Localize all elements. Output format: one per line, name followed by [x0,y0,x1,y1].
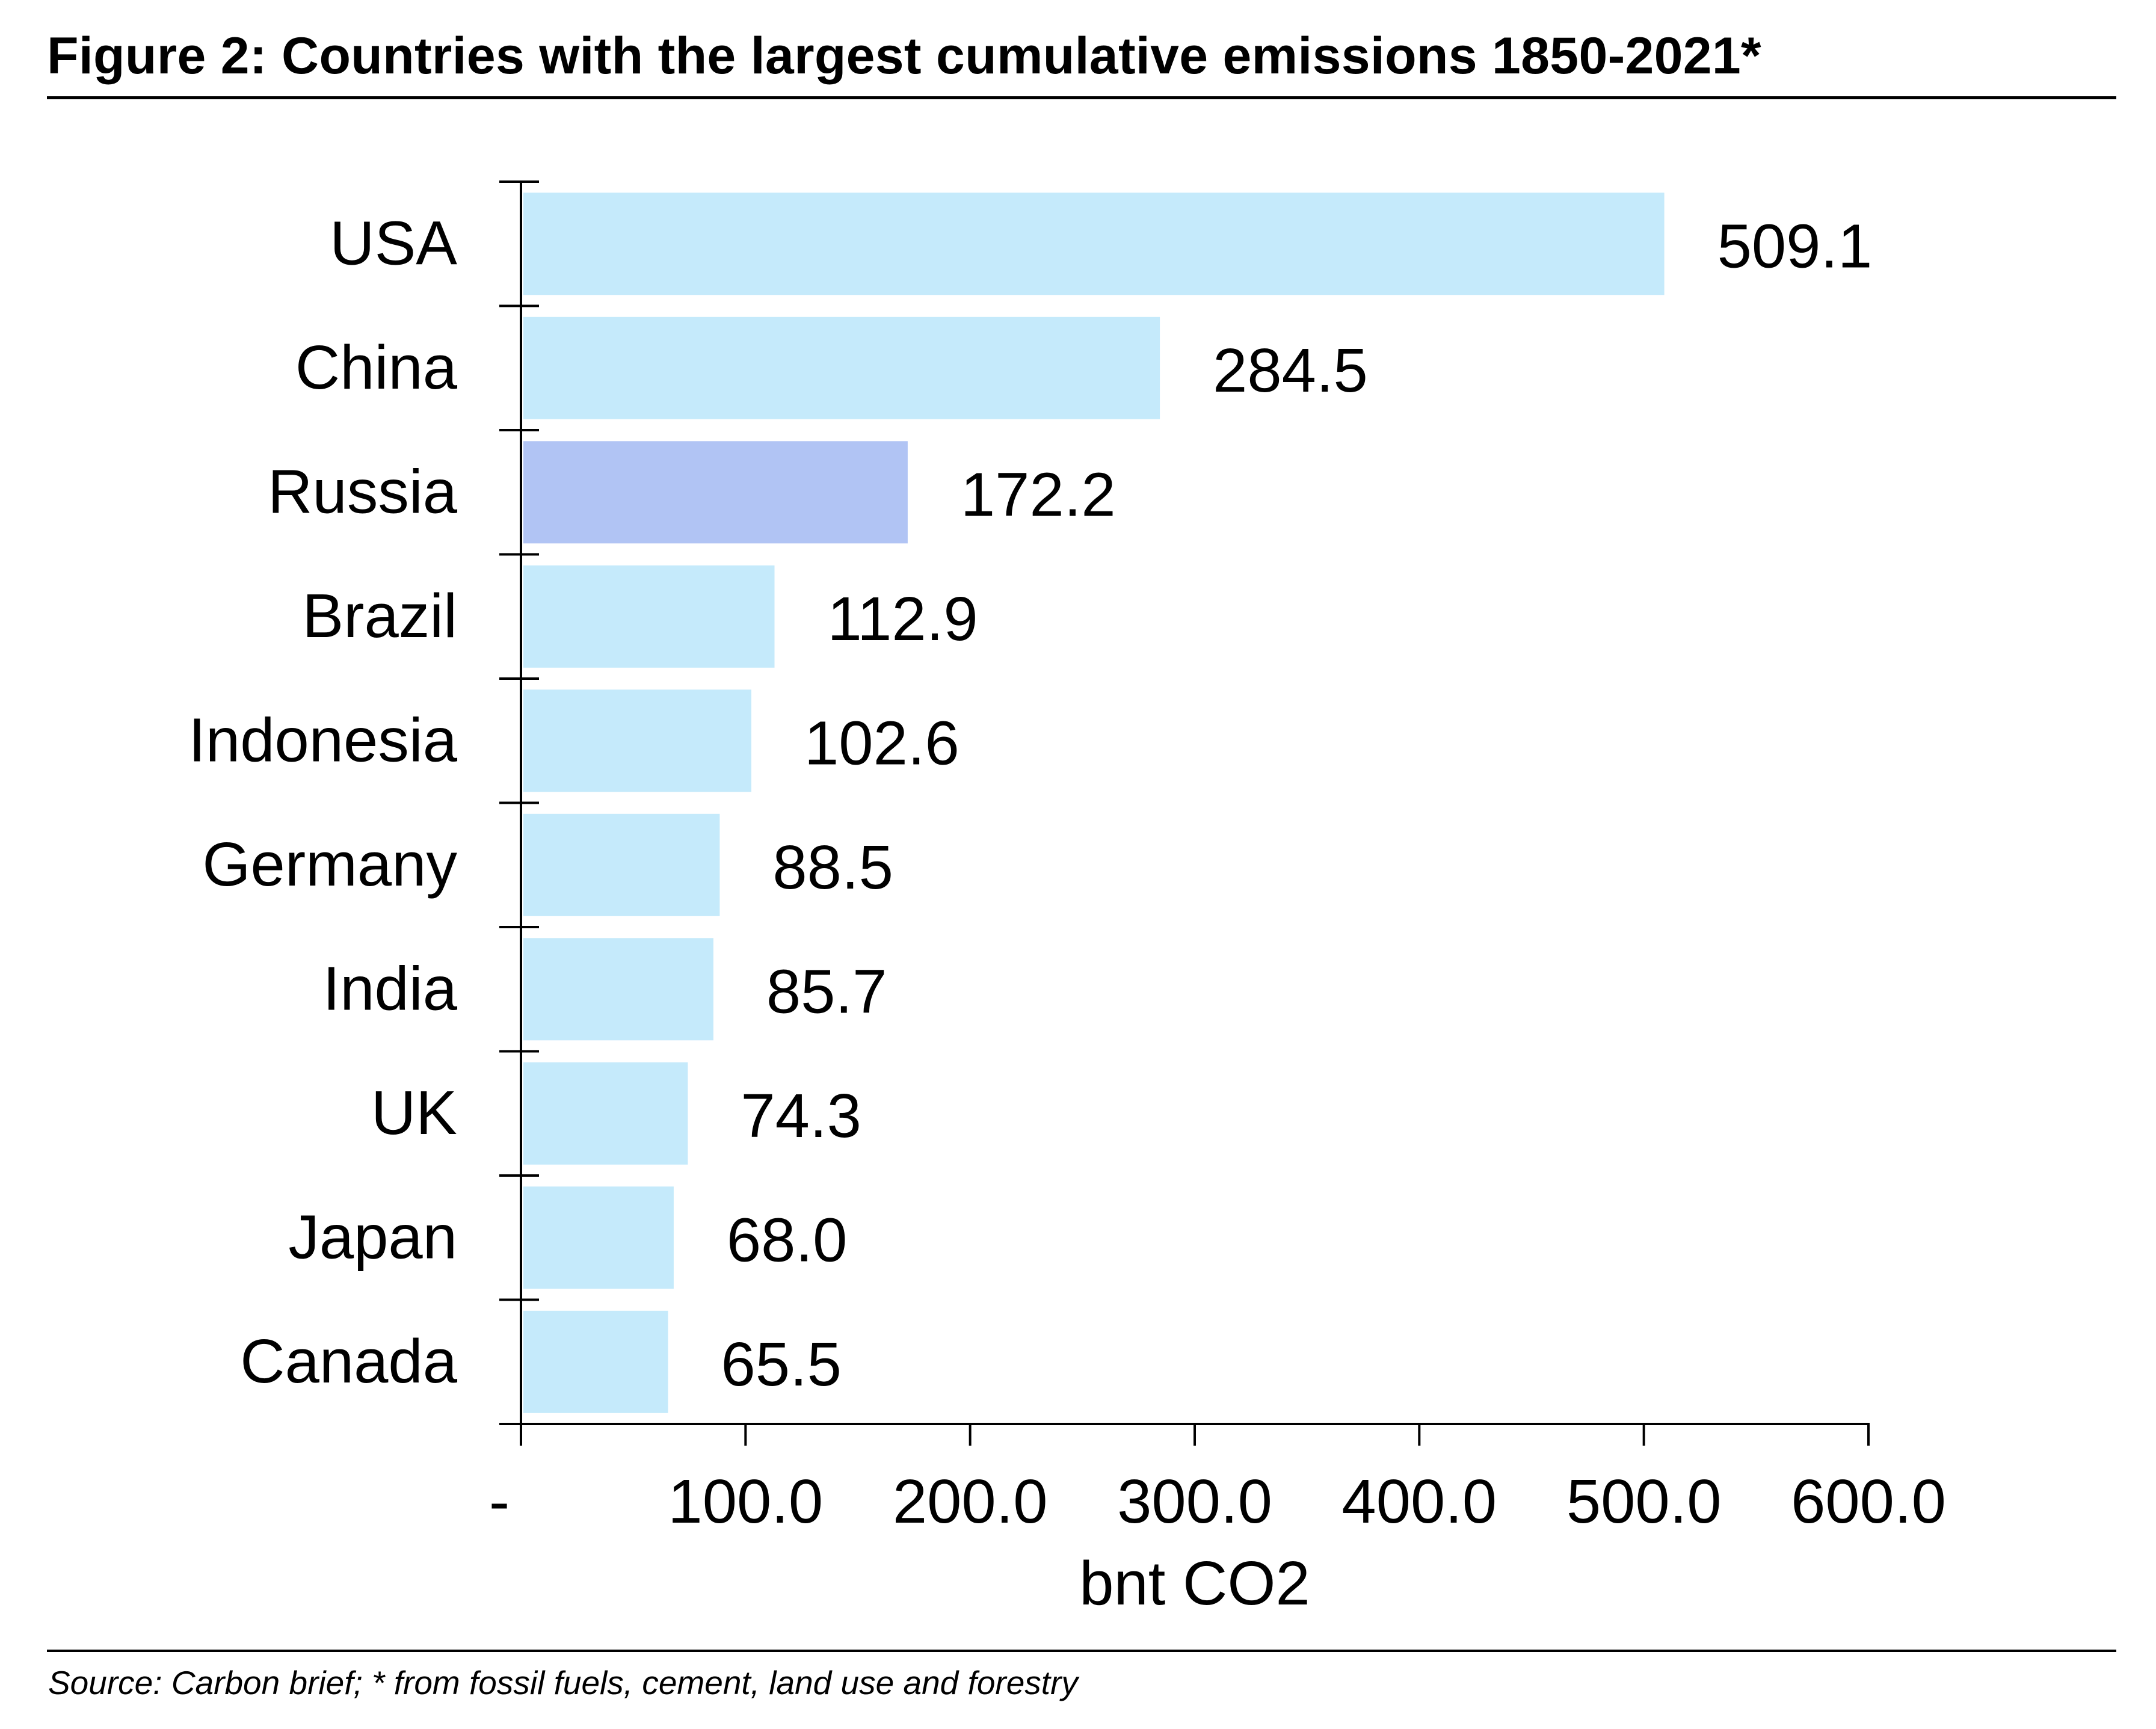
category-label-canada: Canada [240,1327,458,1396]
bar-uk [523,1062,688,1165]
data-label-usa: 509.1 [1717,211,1873,280]
bar-usa [523,193,1665,295]
x-tick-label: - [489,1467,510,1536]
bar-chart: USA 509.1 China 284.5 Russia 172.2 Brazil 112.9… [188,180,1946,1618]
axes-group: - 100.0 200.0 300.0 400.0 500.0 600.0 bnt CO2 [489,180,1946,1618]
chart-title: Figure 2: Countries with the largest cum… [47,27,1761,85]
bar-brazil [523,565,775,668]
category-label-china: China [295,333,458,402]
category-label-brazil: Brazil [302,581,457,650]
x-tick-label: 600.0 [1791,1467,1946,1536]
x-tick-label: 400.0 [1341,1467,1497,1536]
data-label-brazil: 112.9 [828,584,978,653]
bar-canada [523,1310,668,1413]
bars-group [523,193,1665,1413]
data-label-uk: 74.3 [741,1081,861,1150]
data-label-germany: 88.5 [772,833,893,902]
bar-indonesia [523,689,751,792]
category-label-germany: Germany [202,830,457,899]
bar-japan [523,1186,674,1289]
category-label-indonesia: Indonesia [188,705,457,774]
data-label-japan: 68.0 [727,1205,847,1274]
labels-group: USA 509.1 China 284.5 Russia 172.2 Brazil 112.9… [188,208,1872,1399]
x-tick-label: 100.0 [668,1467,823,1536]
data-label-indonesia: 102.6 [804,708,959,777]
bar-germany [523,813,720,916]
data-label-russia: 172.2 [961,460,1116,529]
bar-india [523,938,713,1041]
x-tick-label: 200.0 [893,1467,1048,1536]
x-axis-title: bnt CO2 [1079,1549,1310,1618]
source-rule [47,1650,2116,1652]
data-label-canada: 65.5 [721,1330,842,1399]
data-label-china: 284.5 [1213,336,1368,405]
category-label-russia: Russia [268,457,458,526]
category-label-japan: Japan [288,1202,457,1271]
x-tick-label: 300.0 [1117,1467,1272,1536]
source-note: Source: Carbon brief; * from fossil fuel… [48,1664,1078,1701]
bar-china [523,316,1160,419]
category-label-usa: USA [330,208,457,277]
title-rule [47,96,2116,99]
data-label-india: 85.7 [766,957,887,1026]
bar-russia [523,441,908,544]
category-label-india: India [323,954,458,1023]
x-tick-label: 500.0 [1566,1467,1722,1536]
category-label-uk: UK [371,1078,457,1147]
